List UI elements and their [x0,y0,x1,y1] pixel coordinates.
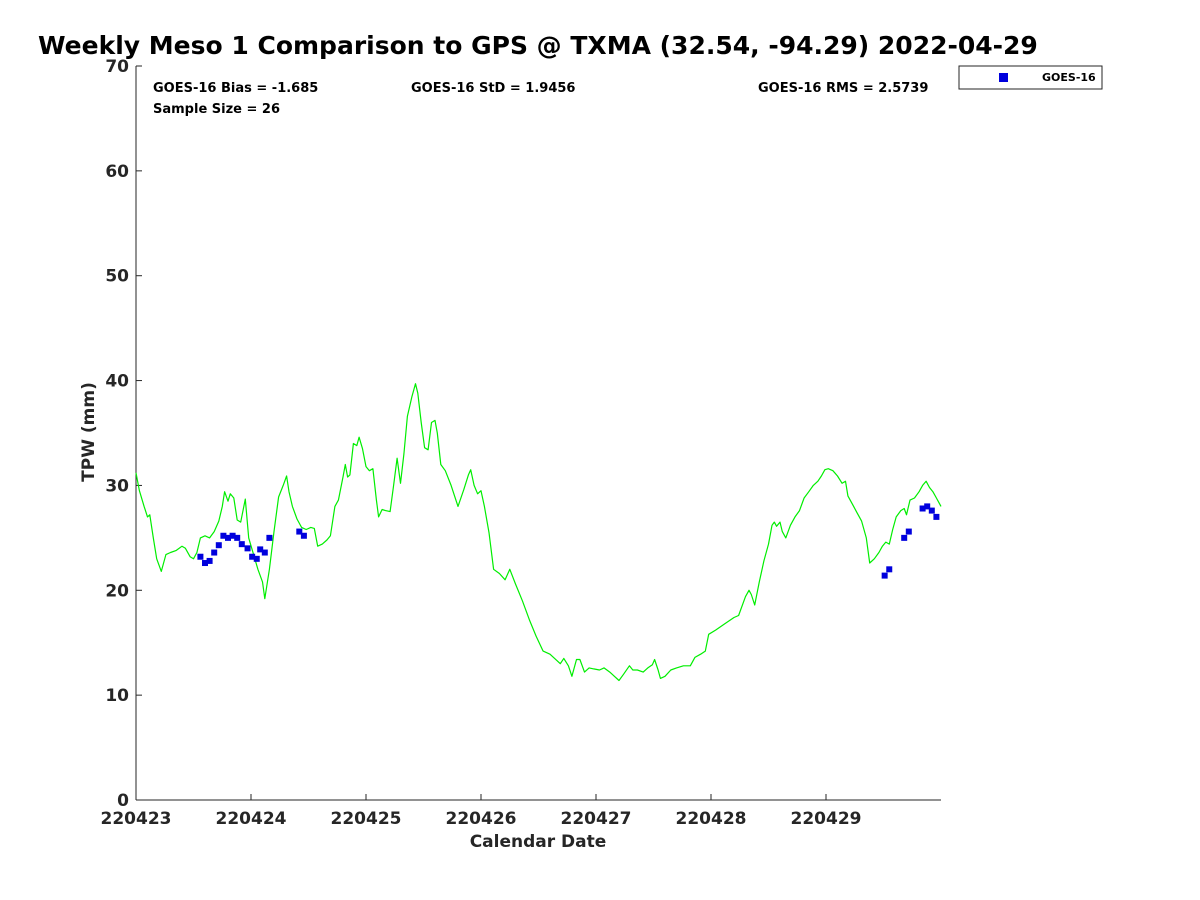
chart-title: Weekly Meso 1 Comparison to GPS @ TXMA (… [38,31,1038,60]
x-tick-label: 220428 [676,809,747,829]
goes-16-point-2 [206,557,213,564]
stats-panel: GOES-16 Bias = -1.685 GOES-16 StD = 1.94… [153,81,928,117]
y-tick-label: 0 [117,791,129,811]
goes-16-point-12 [253,555,260,562]
goes-16-point-13 [257,546,264,553]
std-stat: GOES-16 StD = 1.9456 [411,81,575,96]
goes-16-point-18 [881,572,888,579]
y-ticks: 0 10 20 30 40 50 60 70 [105,57,142,811]
bias-stat: GOES-16 Bias = -1.685 [153,81,318,96]
y-tick-label: 10 [105,686,129,706]
legend-label-goes-16: GOES-16 [1042,71,1096,84]
goes-16-point-25 [933,513,940,520]
goes-16-point-22 [919,505,926,512]
x-tick-label: 220425 [331,809,402,829]
goes-16-point-5 [220,532,227,539]
goes-16-point-7 [229,532,236,539]
legend-box [958,65,1103,90]
gps-line [135,383,942,682]
y-tick-label: 20 [105,581,129,601]
goes-16-point-4 [215,542,222,549]
gps-line-layer [135,383,942,682]
x-tick-label: 220429 [791,809,862,829]
y-tick-label: 30 [105,476,129,496]
plot-area: 0 10 20 30 40 50 60 70 220423 220424 220425 220426… [101,57,942,829]
y-tick-label: 40 [105,372,129,392]
x-tick-label: 220427 [561,809,632,829]
goes-16-point-16 [296,528,303,535]
goes-16-point-9 [238,541,245,548]
x-ticks: 220423 220424 220425 220426 220427 220428 2204… [101,794,862,829]
rms-stat: GOES-16 RMS = 2.5739 [758,81,928,96]
y-tick-label: 70 [105,57,129,77]
sample-size-stat: Sample Size = 26 [153,102,280,117]
y-tick-label: 60 [105,162,129,182]
goes-16-point-24 [928,507,935,514]
goes-16-point-11 [249,553,256,560]
goes-marker-layer [197,503,940,579]
legend-swatch-goes-16 [999,73,1008,82]
goes-16-point-21 [905,528,912,535]
goes-16-point-17 [300,532,307,539]
x-axis-label: Calendar Date [470,832,607,852]
goes-16-point-20 [901,534,908,541]
goes-16-point-15 [266,534,273,541]
goes-16-point-19 [886,566,893,573]
y-tick-label: 50 [105,267,129,287]
goes-16-point-10 [244,545,251,552]
x-tick-label: 220424 [216,809,287,829]
goes-16-point-14 [261,549,268,556]
goes-16-point-0 [197,553,204,560]
goes-16-point-8 [234,534,241,541]
x-tick-label: 220426 [446,809,517,829]
y-axis-label: TPW (mm) [79,382,99,482]
goes-16-point-1 [202,560,208,567]
x-tick-label: 220423 [101,809,172,829]
goes-16-point-3 [211,549,218,556]
goes-16-point-23 [924,503,931,510]
legend: GOES-16 [958,65,1103,90]
goes-16-point-6 [225,534,231,541]
